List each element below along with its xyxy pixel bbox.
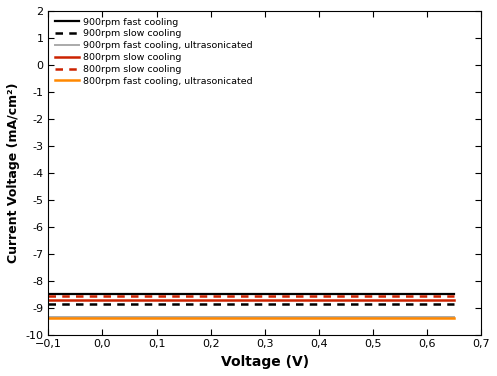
800rpm slow cooling <box>413 293 419 298</box>
900rpm slow cooling <box>413 302 419 306</box>
800rpm fast cooling, ultrasonicated <box>287 316 293 321</box>
800rpm slow cooling <box>287 297 293 302</box>
900rpm fast cooling, ultrasonicated <box>451 315 457 319</box>
900rpm fast cooling <box>286 292 292 296</box>
800rpm fast cooling, ultrasonicated <box>451 316 457 321</box>
Y-axis label: Current Voltage (mA/cm²): Current Voltage (mA/cm²) <box>7 83 20 263</box>
900rpm fast cooling <box>287 292 293 296</box>
800rpm fast cooling, ultrasonicated <box>413 316 419 321</box>
800rpm slow cooling <box>286 293 292 298</box>
Legend: 900rpm fast cooling, 900rpm slow cooling, 900rpm fast cooling, ultrasonicated, 8: 900rpm fast cooling, 900rpm slow cooling… <box>53 16 255 88</box>
800rpm slow cooling <box>286 297 292 302</box>
900rpm fast cooling <box>45 292 51 296</box>
900rpm fast cooling <box>294 292 300 296</box>
900rpm slow cooling <box>47 302 53 306</box>
800rpm slow cooling <box>294 293 300 298</box>
800rpm slow cooling <box>45 293 51 298</box>
800rpm fast cooling, ultrasonicated <box>286 316 292 321</box>
800rpm slow cooling <box>451 293 457 298</box>
900rpm fast cooling, ultrasonicated <box>47 315 53 319</box>
900rpm slow cooling <box>451 302 457 306</box>
800rpm slow cooling <box>294 297 300 302</box>
900rpm slow cooling <box>45 302 51 306</box>
900rpm fast cooling <box>47 292 53 296</box>
800rpm slow cooling <box>45 297 51 302</box>
900rpm fast cooling, ultrasonicated <box>294 315 300 319</box>
800rpm slow cooling <box>47 297 53 302</box>
X-axis label: Voltage (V): Voltage (V) <box>221 355 309 369</box>
900rpm fast cooling <box>451 292 457 296</box>
900rpm fast cooling, ultrasonicated <box>413 315 419 319</box>
900rpm slow cooling <box>388 302 394 306</box>
900rpm fast cooling <box>388 292 394 296</box>
800rpm slow cooling <box>287 293 293 298</box>
800rpm slow cooling <box>47 293 53 298</box>
800rpm slow cooling <box>413 297 419 302</box>
900rpm fast cooling <box>413 292 419 296</box>
800rpm fast cooling, ultrasonicated <box>47 316 53 321</box>
800rpm fast cooling, ultrasonicated <box>388 316 394 321</box>
800rpm slow cooling <box>388 293 394 298</box>
800rpm slow cooling <box>451 297 457 302</box>
900rpm fast cooling, ultrasonicated <box>286 315 292 319</box>
800rpm fast cooling, ultrasonicated <box>45 316 51 321</box>
900rpm fast cooling, ultrasonicated <box>45 315 51 319</box>
900rpm fast cooling, ultrasonicated <box>287 315 293 319</box>
900rpm slow cooling <box>286 302 292 306</box>
900rpm fast cooling, ultrasonicated <box>388 315 394 319</box>
900rpm slow cooling <box>287 302 293 306</box>
800rpm fast cooling, ultrasonicated <box>294 316 300 321</box>
800rpm slow cooling <box>388 297 394 302</box>
900rpm slow cooling <box>294 302 300 306</box>
